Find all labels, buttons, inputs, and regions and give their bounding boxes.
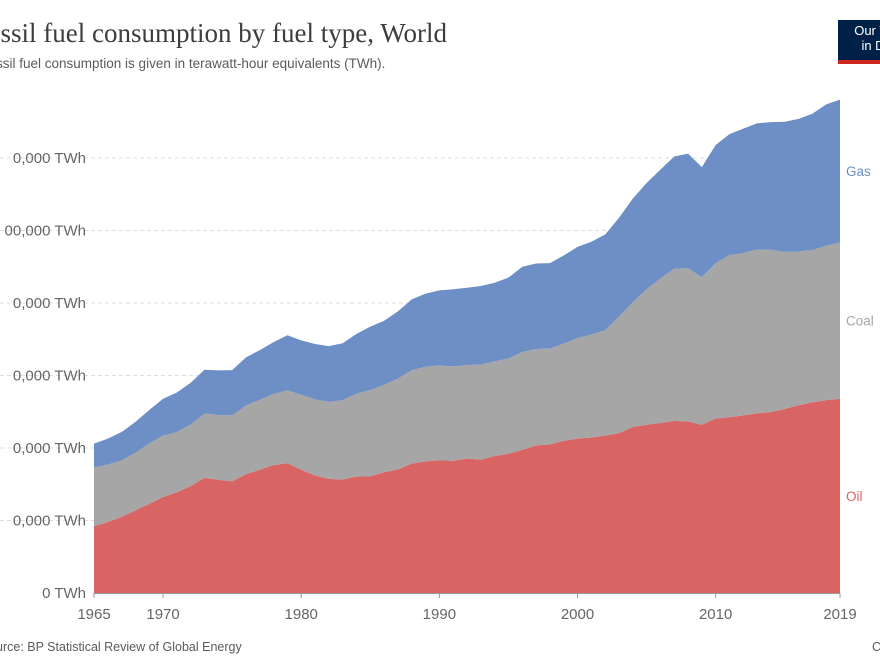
x-tick-label: 2019 bbox=[823, 606, 856, 623]
owid-logo[interactable]: Our W in D bbox=[838, 20, 880, 64]
x-tick-label: 1970 bbox=[146, 606, 179, 623]
y-tick-label: 0,000 TWh bbox=[13, 368, 86, 385]
logo-line-2: in D bbox=[861, 38, 880, 53]
y-tick-label: 0,000 TWh bbox=[13, 440, 86, 457]
series-label-gas: Gas bbox=[846, 164, 871, 179]
area-gas bbox=[94, 99, 840, 468]
x-tick-label: 1965 bbox=[77, 606, 110, 623]
y-tick-label: 0,000 TWh bbox=[13, 513, 86, 530]
license-note: C bbox=[872, 640, 880, 654]
x-axis: 1965 1970 1980 1990 2000 2010 2019 bbox=[77, 593, 857, 623]
area-coal bbox=[94, 242, 840, 527]
x-tick-label: 1990 bbox=[423, 606, 456, 623]
y-tick-label: 0,000 TWh bbox=[13, 295, 86, 312]
x-tick-label: 1980 bbox=[285, 606, 318, 623]
area-oil bbox=[94, 398, 840, 593]
area-layer bbox=[94, 99, 840, 593]
x-tick-label: 2010 bbox=[699, 606, 732, 623]
stacked-area-chart: 0 TWh 0,000 TWh 0,000 TWh 0,000 TWh 0,000 TW… bbox=[0, 99, 874, 623]
series-label-oil: Oil bbox=[846, 489, 863, 504]
chart-title: ossil fuel consumption by fuel type, Wor… bbox=[0, 18, 448, 48]
y-tick-label: 00,000 TWh bbox=[5, 223, 86, 240]
series-label-coal: Coal bbox=[846, 314, 874, 329]
logo-line-1: Our W bbox=[854, 23, 880, 38]
y-tick-label: 0 TWh bbox=[42, 585, 86, 602]
x-tick-label: 2000 bbox=[561, 606, 594, 623]
y-tick-label: 0,000 TWh bbox=[13, 150, 86, 167]
chart-subtitle: ssil fuel consumption is given in terawa… bbox=[0, 56, 386, 71]
series-labels: Oil Coal Gas bbox=[846, 164, 874, 504]
source-note: urce: BP Statistical Review of Global En… bbox=[0, 640, 242, 654]
y-axis: 0 TWh 0,000 TWh 0,000 TWh 0,000 TWh 0,000 TW… bbox=[5, 150, 86, 602]
